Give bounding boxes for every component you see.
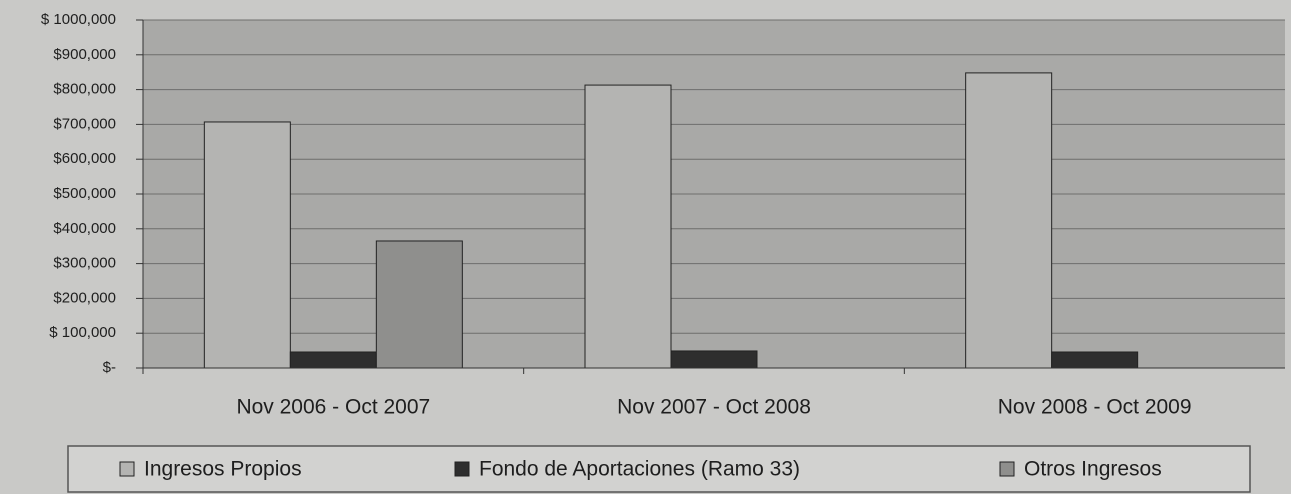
y-tick-label: $300,000 <box>53 255 116 272</box>
y-tick-label: $200,000 <box>53 289 116 306</box>
y-tick-label: $500,000 <box>53 185 116 202</box>
legend-box <box>67 445 1251 493</box>
y-tick-label: $400,000 <box>53 220 116 237</box>
legend-label: Fondo de Aportaciones (Ramo 33) <box>479 458 800 481</box>
x-tick-label: Nov 2008 - Oct 2009 <box>998 396 1192 419</box>
bar <box>584 84 672 369</box>
x-tick-label: Nov 2006 - Oct 2007 <box>236 396 430 419</box>
bar <box>965 72 1053 369</box>
y-tick-label: $900,000 <box>53 46 116 63</box>
bar <box>1051 351 1139 369</box>
y-tick-label: $700,000 <box>53 115 116 132</box>
y-tick-label: $800,000 <box>53 81 116 98</box>
y-tick-label: $- <box>103 359 116 376</box>
legend-swatch <box>119 461 135 477</box>
bar <box>375 240 463 369</box>
legend-label: Otros Ingresos <box>1024 458 1162 481</box>
legend-label: Ingresos Propios <box>144 458 302 481</box>
legend-swatch <box>454 461 470 477</box>
legend-swatch <box>999 461 1015 477</box>
x-tick-label: Nov 2007 - Oct 2008 <box>617 396 811 419</box>
bar <box>289 351 377 369</box>
bar <box>203 121 291 369</box>
bar <box>670 350 758 369</box>
y-tick-label: $ 100,000 <box>49 324 116 341</box>
y-tick-label: $600,000 <box>53 150 116 167</box>
y-tick-label: $ 1000,000 <box>41 11 116 28</box>
